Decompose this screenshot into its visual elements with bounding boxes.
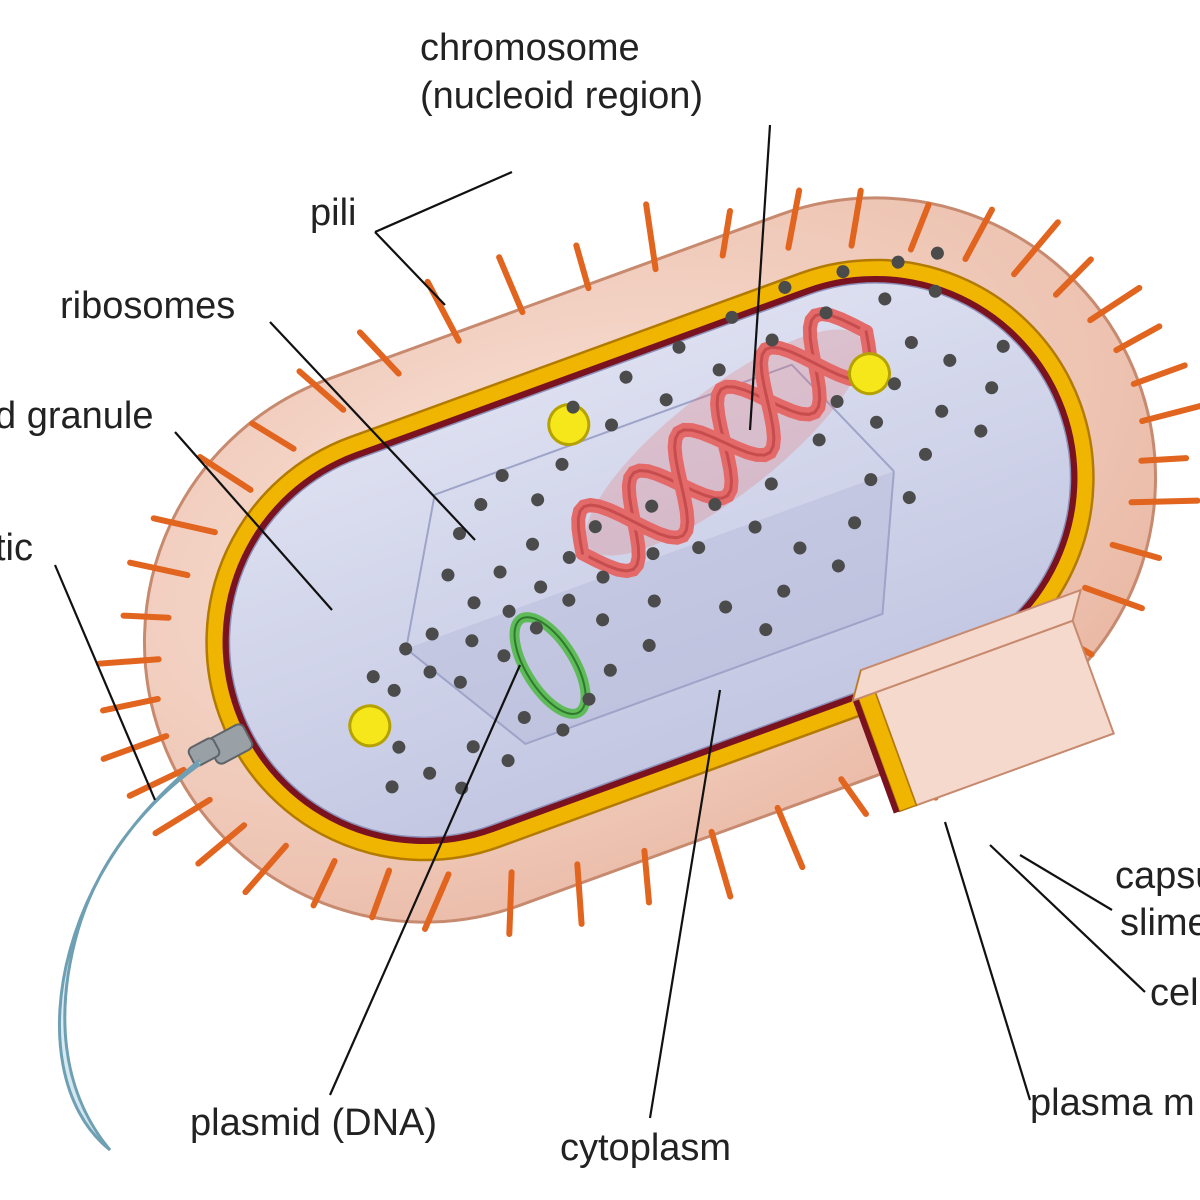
leader-line [375, 232, 445, 305]
pilus [428, 279, 459, 344]
pilus [1114, 326, 1162, 350]
label-capsule2: slime [1120, 902, 1200, 944]
cell-body [0, 45, 1200, 1082]
label-cytoplasm: cytoplasm [560, 1127, 731, 1169]
label-chromosome: chromosome [420, 27, 640, 69]
label-plasma_m: plasma m [1030, 1082, 1195, 1124]
label-pili: pili [310, 192, 356, 234]
leader-line [55, 565, 155, 800]
label-capsule: capsu [1115, 855, 1200, 897]
label-plasmid: plasmid (DNA) [190, 1102, 437, 1144]
pilus [1134, 365, 1185, 384]
pilus [707, 832, 734, 897]
pilus [573, 245, 591, 288]
bacterium-diagram: chromosome (nucleoid region) pili ribosomes… [0, 0, 1200, 1200]
label-chromosome2: (nucleoid region) [420, 75, 703, 117]
pilus [499, 256, 522, 313]
leader-line [375, 172, 512, 232]
label-granule: d granule [0, 395, 153, 437]
label-flagellum: tic [0, 527, 33, 569]
label-ribosomes: ribosomes [60, 285, 235, 327]
leader-line [945, 822, 1030, 1100]
label-cell_wall: cel [1150, 972, 1199, 1014]
pilus [778, 807, 803, 868]
leader-line [1020, 855, 1112, 910]
